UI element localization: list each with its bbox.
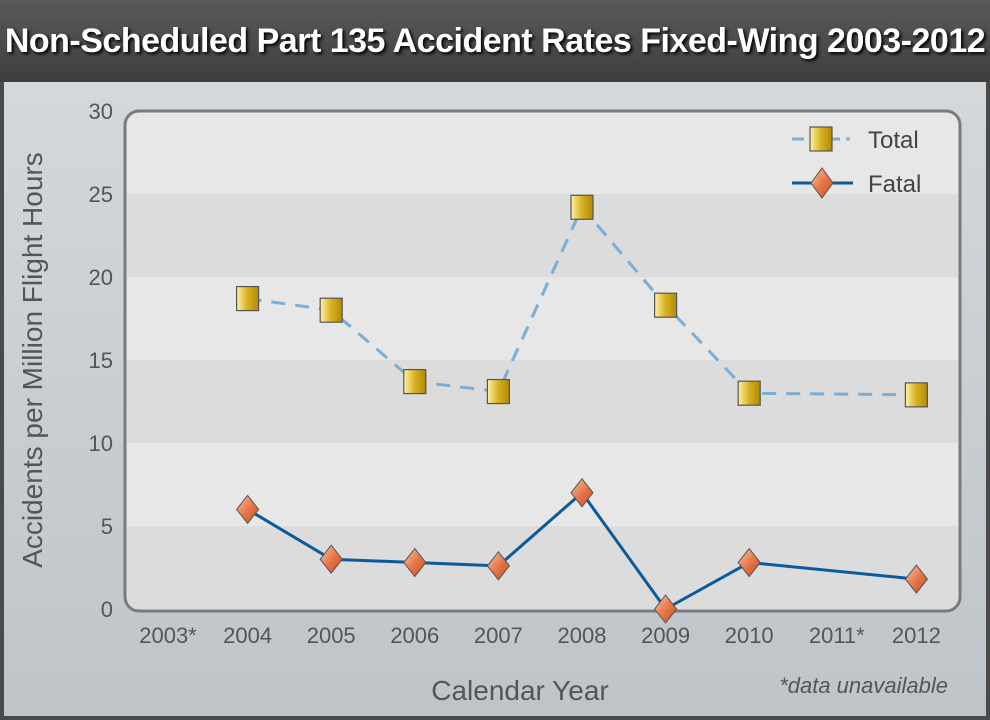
- x-tick-label: 2007: [474, 623, 523, 648]
- fatal-point-marker: [570, 477, 594, 508]
- y-tick-label: 20: [89, 265, 113, 290]
- fatal-point-marker: [737, 547, 761, 578]
- chart-title: Non-Scheduled Part 135 Accident Rates Fi…: [0, 0, 990, 82]
- grid-band: [127, 194, 958, 277]
- legend: Total Fatal: [792, 126, 921, 199]
- y-tick-label: 5: [101, 514, 113, 539]
- fatal-point-marker: [235, 494, 260, 525]
- x-tick-label: 2008: [558, 623, 607, 648]
- x-tick-label: 2011*: [809, 623, 865, 648]
- fatal-point-marker: [403, 547, 427, 578]
- total-point-marker: [236, 285, 260, 312]
- fatal-point-marker: [319, 544, 343, 575]
- x-axis-label: Calendar Year: [431, 675, 608, 706]
- grid-band: [127, 360, 958, 443]
- x-tick-label: 2009: [641, 623, 690, 648]
- total-point-marker: [653, 292, 678, 318]
- fatal-point-marker: [486, 551, 511, 581]
- x-tick-label: 2003*: [139, 623, 197, 648]
- fatal-point-marker: [904, 564, 929, 594]
- y-axis-label: Accidents per Million Flight Hours: [17, 152, 48, 568]
- series-line-total: [247, 205, 917, 397]
- legend-fatal-marker: [810, 167, 834, 199]
- total-point-marker: [486, 378, 510, 405]
- fatal-point-marker: [653, 594, 678, 624]
- x-tick-label: 2005: [307, 623, 356, 648]
- grid-band: [127, 526, 958, 609]
- total-point-marker: [403, 368, 427, 395]
- total-point-marker: [319, 297, 343, 323]
- legend-total-marker: [809, 126, 833, 152]
- series-line-fatal: [246, 491, 917, 611]
- y-tick-label: 15: [89, 348, 113, 373]
- grid-band: [127, 443, 958, 526]
- total-point-marker: [570, 194, 594, 220]
- y-tick-label: 30: [89, 99, 113, 124]
- y-tick-label: 0: [101, 597, 113, 622]
- y-tick-label: 10: [89, 431, 113, 456]
- legend-total-label: Total: [868, 127, 919, 154]
- total-point-marker: [904, 382, 929, 408]
- legend-fatal-label: Fatal: [868, 171, 921, 198]
- y-tick-label: 25: [89, 182, 113, 207]
- footnote: *data unavailable: [779, 673, 948, 698]
- total-point-marker: [737, 380, 761, 406]
- x-tick-label: 2004: [223, 623, 272, 648]
- x-tick-label: 2010: [725, 623, 774, 648]
- x-tick-label: 2012: [892, 623, 941, 648]
- x-tick-label: 2006: [390, 623, 439, 648]
